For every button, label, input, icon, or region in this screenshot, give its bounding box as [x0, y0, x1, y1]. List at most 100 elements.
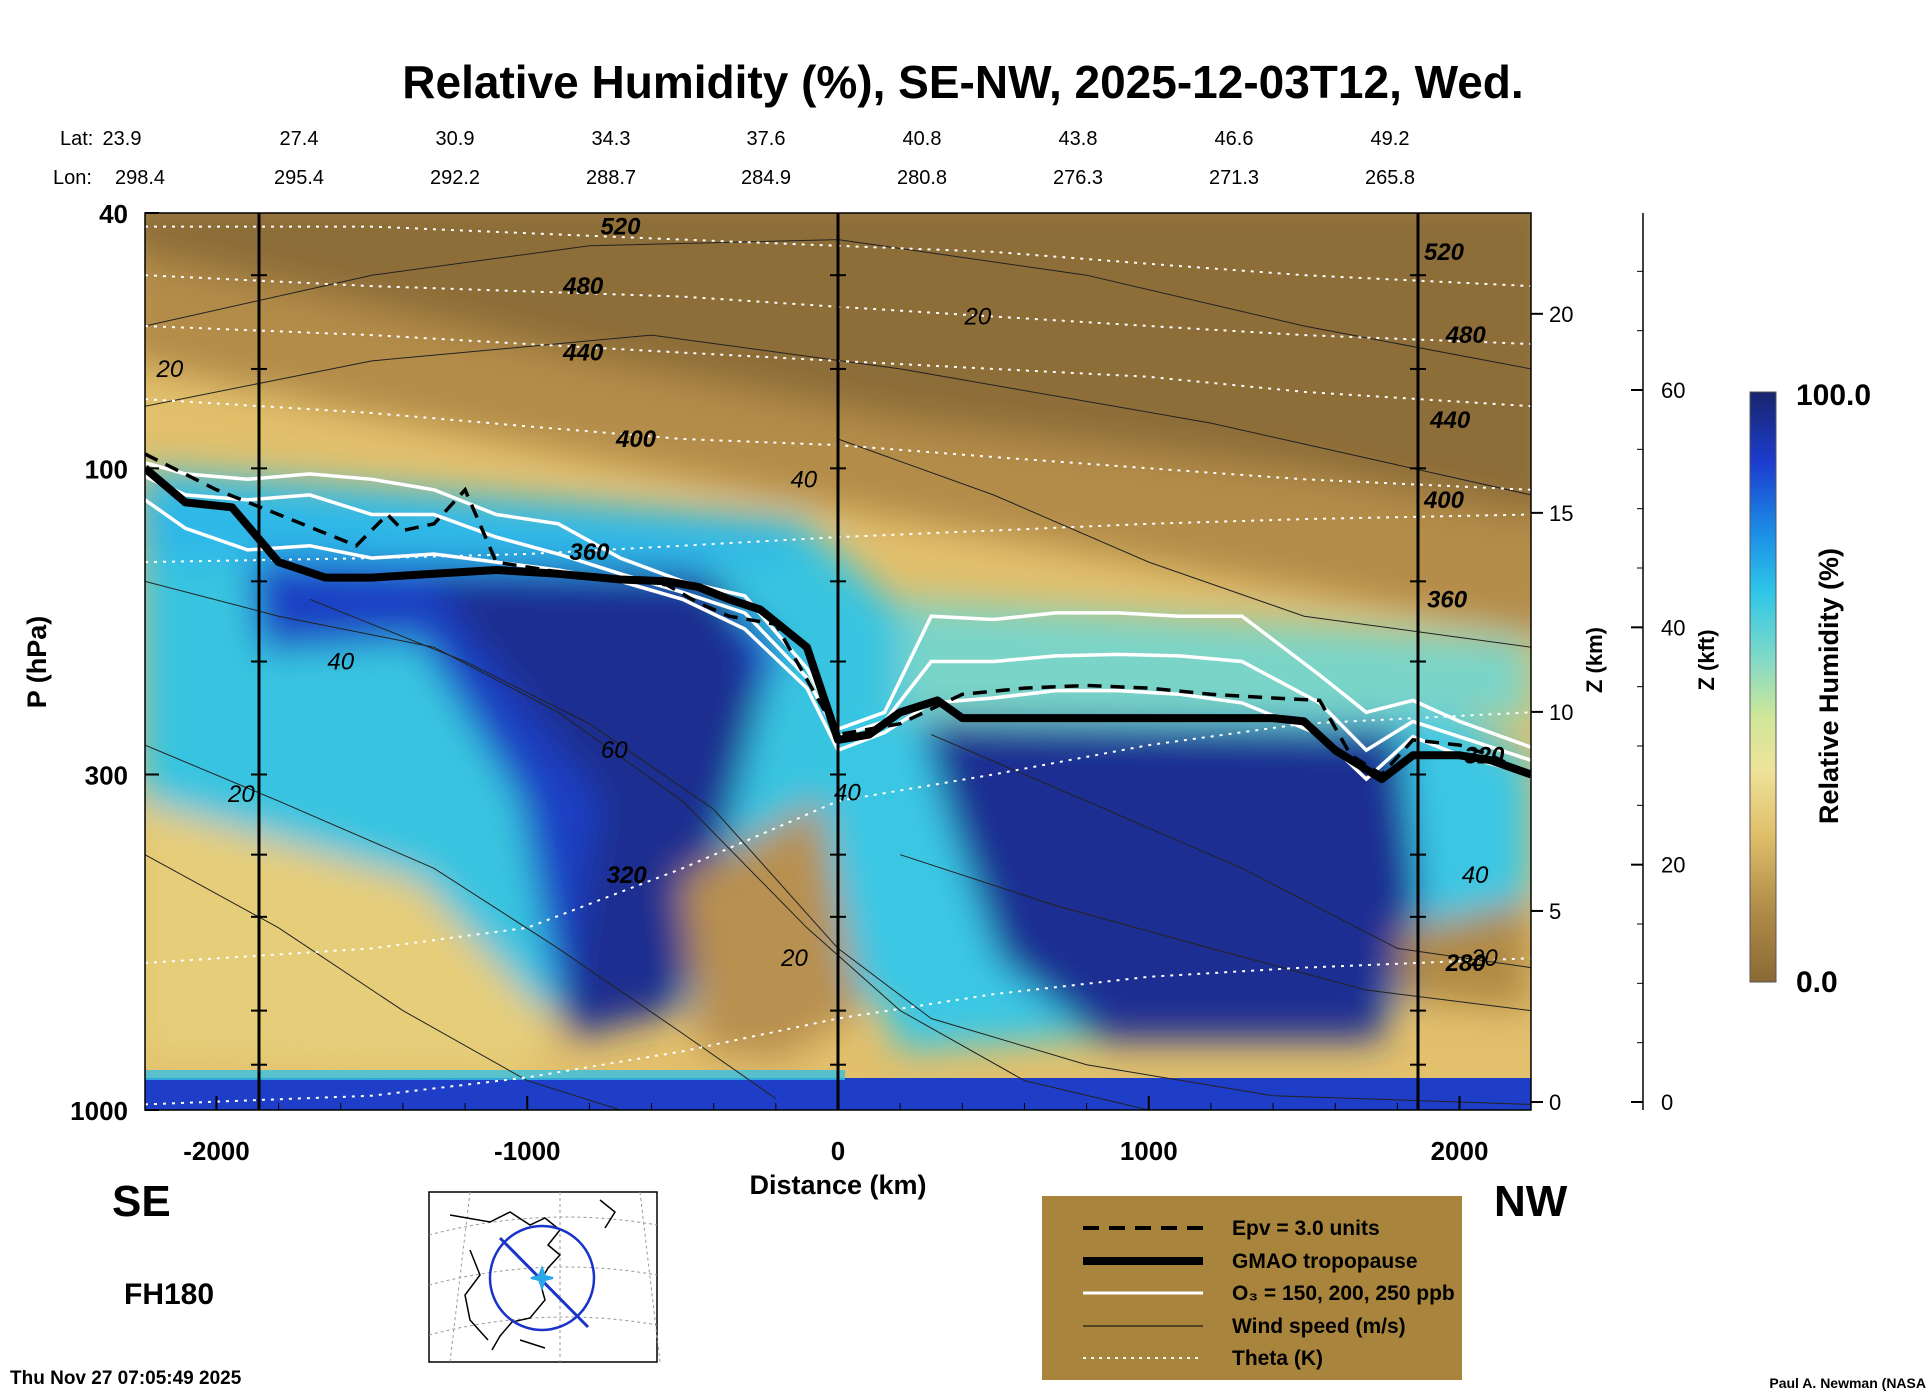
wind-contour: [931, 734, 1531, 969]
rh-dry-tongue: [680, 800, 860, 1060]
colorbar-max-label: 100.0: [1796, 379, 1871, 412]
lat-value: 43.8: [1059, 128, 1098, 150]
colorbar-label: Relative Humidity (%): [1814, 548, 1844, 824]
lon-value: 288.7: [586, 167, 636, 189]
lon-value: 292.2: [430, 167, 480, 189]
marker-ticks: [251, 274, 1426, 1066]
wind-contour: [145, 580, 1149, 1110]
lon-value: 298.4: [115, 167, 165, 189]
z-km-tick-label: 0: [1549, 1090, 1561, 1115]
y-tick-label: 40: [99, 199, 128, 229]
y-tick-label: 300: [85, 760, 128, 790]
z-kft-tick-label: 60: [1661, 378, 1685, 403]
lat-value: 34.3: [592, 128, 631, 150]
contour-label: 400: [615, 426, 657, 453]
contour-label: 40: [790, 466, 817, 493]
z-kft-axis-label: Z (kft): [1694, 629, 1719, 690]
legend-ozone-label: O₃ = 150, 200, 250 ppb: [1232, 1282, 1455, 1305]
wind-contour: [900, 854, 1531, 1012]
contour-label: 520: [600, 214, 641, 241]
legend: Epv = 3.0 units GMAO tropopause O₃ = 150…: [1042, 1196, 1462, 1380]
z-km-tick-label: 10: [1549, 700, 1573, 725]
lat-row-label: Lat:: [60, 128, 93, 150]
map-coastline: [449, 1199, 616, 1351]
x-tick-label: -1000: [494, 1136, 561, 1166]
lat-row: 23.9 27.4 30.9 34.3 37.6 40.8 43.8 46.6 49.2: [103, 128, 1410, 150]
lat-value: 46.6: [1215, 128, 1254, 150]
locator-map: [428, 1191, 661, 1363]
lon-value: 295.4: [274, 167, 324, 189]
z-kft-tick-label: 0: [1661, 1090, 1673, 1115]
map-graticule-3: [428, 1316, 658, 1336]
contour-label: 280: [1445, 950, 1487, 977]
contour-label: 400: [1423, 487, 1465, 514]
x-tick-label: 1000: [1120, 1136, 1178, 1166]
contour-label: 440: [562, 340, 604, 367]
x-axis: -2000 -1000 0 1000 2000: [183, 1096, 1488, 1166]
legend-theta-label: Theta (K): [1232, 1347, 1323, 1370]
z-km-axis: 0 5 10 15 20: [1531, 302, 1573, 1115]
rh-cyan-tropopause-se: [145, 480, 800, 560]
z-km-tick-label: 5: [1549, 899, 1561, 924]
x-tick-label: 2000: [1431, 1136, 1489, 1166]
contour-label: 360: [1427, 586, 1468, 613]
z-kft-tick-label: 20: [1661, 853, 1685, 878]
y-axis: 40 100 300 1000: [70, 199, 159, 1126]
theta-contour: [145, 711, 1531, 964]
z-kft-tick-label: 40: [1661, 615, 1685, 640]
credit: Paul A. Newman (NASA: [1769, 1375, 1926, 1391]
contour-label: 360: [569, 539, 610, 566]
contour-labels: 5204804404003603205204804404003603202802…: [156, 214, 1506, 977]
colorbar: [1749, 391, 1777, 983]
contour-label: 320: [607, 862, 648, 889]
direction-se: SE: [112, 1177, 171, 1226]
contour-label: 520: [1424, 239, 1465, 266]
contour-label: 40: [327, 649, 354, 676]
colorbar-min-label: 0.0: [1796, 966, 1838, 999]
y-axis-label: P (hPa): [22, 616, 52, 709]
lon-value: 284.9: [741, 167, 791, 189]
map-center-star: [530, 1265, 554, 1291]
rh-blue-nw: [920, 720, 1420, 1040]
forecast-hour: FH180: [124, 1278, 214, 1311]
rh-yellow-lowse: [145, 801, 560, 1075]
x-axis-label: Distance (km): [749, 1170, 926, 1200]
y-tick-label: 1000: [70, 1096, 128, 1126]
lat-value: 40.8: [903, 128, 942, 150]
lon-value: 265.8: [1365, 167, 1415, 189]
wind-contour: [145, 854, 621, 1110]
z-km-tick-label: 20: [1549, 302, 1573, 327]
contour-label: 60: [601, 737, 628, 764]
map-graticule-4: [449, 1191, 471, 1363]
lat-value: 27.4: [280, 128, 319, 150]
z-km-axis-label: Z (km): [1582, 627, 1607, 693]
lat-value: 49.2: [1371, 128, 1410, 150]
contour-label: 480: [562, 273, 604, 300]
rh-surface-cyan: [145, 1070, 845, 1080]
map-graticule-1: [428, 1216, 658, 1236]
legend-epv-label: Epv = 3.0 units: [1232, 1217, 1380, 1240]
contour-label: 20: [227, 781, 255, 808]
contour-label: 320: [1464, 742, 1505, 769]
wind-contour: [837, 438, 1531, 648]
map-graticule-2: [428, 1266, 658, 1286]
legend-wind-label: Wind speed (m/s): [1232, 1315, 1406, 1338]
z-kft-axis: 0 20 40 60: [1631, 213, 1685, 1115]
lon-row: 298.4 295.4 292.2 288.7 284.9 280.8 276.3 271.3…: [115, 167, 1415, 189]
direction-nw: NW: [1494, 1177, 1568, 1226]
tropopause-line: [145, 465, 1531, 784]
z-km-tick-label: 15: [1549, 501, 1573, 526]
contour-label: 20: [963, 304, 991, 331]
timestamp: Thu Nov 27 07:05:49 2025: [10, 1368, 242, 1389]
x-tick-label: -2000: [183, 1136, 250, 1166]
lat-value: 23.9: [103, 128, 142, 150]
lat-value: 30.9: [436, 128, 475, 150]
x-tick-label: 0: [831, 1136, 845, 1166]
rh-brown-nw-low: [1400, 900, 1530, 1010]
wind-contour: [145, 334, 1531, 496]
contour-label: 20: [780, 945, 808, 972]
contour-label: 20: [1470, 945, 1498, 972]
contour-label: 20: [156, 356, 184, 383]
lon-row-label: Lon:: [53, 167, 92, 189]
legend-tropopause-label: GMAO tropopause: [1232, 1250, 1418, 1273]
